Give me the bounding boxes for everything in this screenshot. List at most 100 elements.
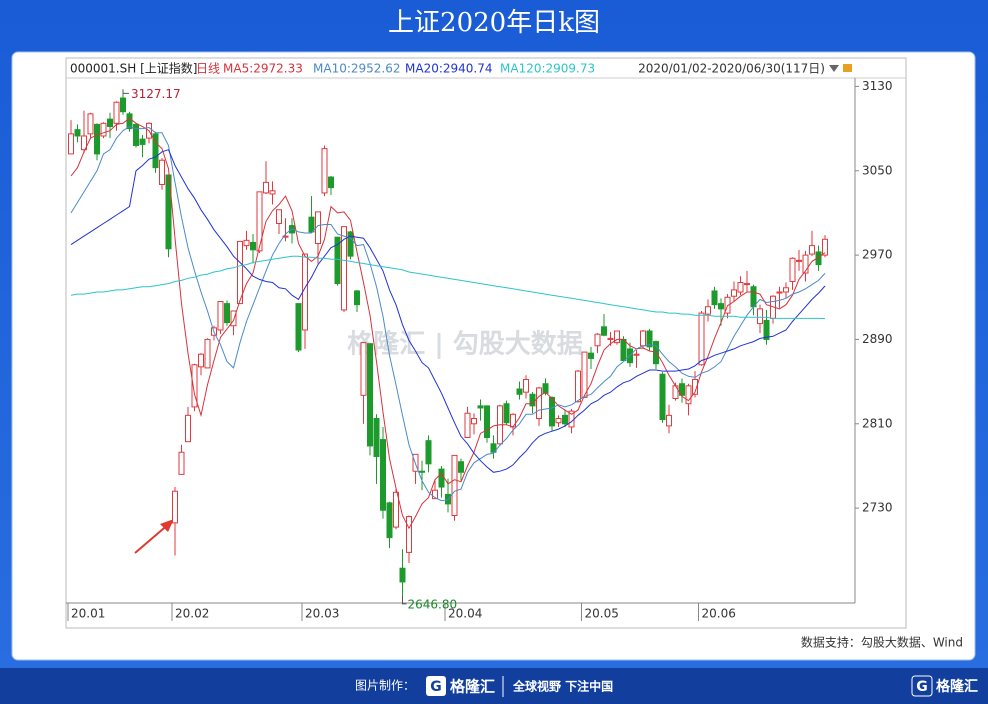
candle-body xyxy=(523,379,529,393)
candle-body xyxy=(419,470,425,473)
y-tick-label: 2970 xyxy=(862,248,893,262)
candle-body xyxy=(373,418,380,457)
candle-body xyxy=(802,254,809,274)
corner-brand: 格隆汇 xyxy=(936,678,978,695)
y-tick-label: 2730 xyxy=(862,501,893,515)
candle-body xyxy=(399,567,406,583)
candle-body xyxy=(133,123,139,146)
candle-body xyxy=(256,191,263,252)
candle-body xyxy=(263,181,269,194)
candle-body xyxy=(217,300,224,331)
legend-entry: MA20:2940.74 xyxy=(405,62,493,76)
candle-body xyxy=(451,454,458,516)
candle-body xyxy=(282,235,289,238)
y-tick-label: 2890 xyxy=(862,332,893,346)
candle-body xyxy=(360,342,367,396)
candle-body xyxy=(776,291,783,294)
candle-body xyxy=(250,241,256,251)
x-tick-label: 20.05 xyxy=(585,607,619,621)
candle-body xyxy=(477,405,484,409)
candle-body xyxy=(276,209,282,224)
candle-body xyxy=(354,290,360,306)
high-leader xyxy=(122,89,129,94)
candle-body xyxy=(549,396,555,427)
candle-body xyxy=(425,440,432,465)
candle-body xyxy=(464,412,471,438)
chart-title: 上证2020年日k图 xyxy=(388,8,600,38)
candle-body xyxy=(185,414,191,443)
candle-body xyxy=(822,238,828,256)
candle-body xyxy=(165,174,172,250)
candle-body xyxy=(159,159,165,185)
ma-line xyxy=(70,125,826,502)
candle-body xyxy=(295,303,302,351)
candle-body xyxy=(757,308,763,325)
candle-body xyxy=(718,303,724,310)
candle-body xyxy=(68,133,74,155)
candle-body xyxy=(640,330,646,347)
candle-body xyxy=(302,253,308,331)
candle-body xyxy=(74,129,81,137)
candle-body xyxy=(81,135,87,151)
candle-body xyxy=(763,319,770,340)
date-range: 2020/01/02-2020/06/30(117日) xyxy=(638,62,825,76)
candle-body xyxy=(659,373,666,421)
candle-body xyxy=(692,379,698,395)
ma-line xyxy=(70,149,826,473)
candle-body xyxy=(198,353,204,368)
candle-body xyxy=(555,418,562,424)
candle-body xyxy=(529,393,536,407)
candle-body xyxy=(542,383,549,394)
candle-body xyxy=(490,443,497,453)
candle-body xyxy=(94,123,100,155)
x-tick-label: 20.04 xyxy=(448,607,482,621)
symbol: 000001.SH [上证指数] xyxy=(70,61,197,76)
candle-body xyxy=(152,133,159,169)
candle-body xyxy=(731,289,737,297)
legend-entry: MA120:2909.73 xyxy=(500,62,595,76)
y-tick-label: 3050 xyxy=(862,163,893,177)
candle-body xyxy=(347,231,354,257)
candle-body xyxy=(601,326,607,336)
candle-body xyxy=(87,113,94,135)
candle-body xyxy=(620,338,627,362)
brand: 格隆汇 xyxy=(450,678,495,696)
source: 数据支持：勾股大数据、Wind xyxy=(801,635,963,650)
lock-icon xyxy=(843,64,852,72)
candle-body xyxy=(516,388,523,395)
candle-body xyxy=(796,259,802,262)
candle-body xyxy=(341,226,347,311)
candle-body xyxy=(666,414,672,427)
ma-line xyxy=(70,117,826,530)
candle-body xyxy=(432,489,438,500)
candle-body xyxy=(614,330,620,344)
candle-body xyxy=(308,216,315,233)
candle-body xyxy=(633,353,640,356)
y-tick-label: 2810 xyxy=(862,416,893,430)
low-leader xyxy=(402,595,407,605)
candle-body xyxy=(230,310,237,327)
candle-body xyxy=(588,352,594,359)
credit: 图片制作： xyxy=(355,679,415,693)
candle-body xyxy=(113,101,120,124)
candle-body xyxy=(107,118,113,127)
legend-entry: MA10:2952.62 xyxy=(313,62,401,76)
candle-body xyxy=(393,491,399,528)
watermark: 格隆汇 | 勾股大数据 xyxy=(347,329,583,360)
legend-entry: MA5:2972.33 xyxy=(223,62,303,76)
footer-band xyxy=(0,668,988,704)
candle-body xyxy=(711,290,718,306)
panel xyxy=(11,51,976,661)
candle-body xyxy=(789,257,796,282)
candle-body xyxy=(575,370,581,403)
logo-letter: G xyxy=(430,679,442,695)
candle-body xyxy=(705,306,711,315)
candle-body xyxy=(328,176,334,189)
candle-body xyxy=(406,516,412,553)
candle-body xyxy=(562,414,568,425)
slogan: 全球视野 下注中国 xyxy=(512,679,613,694)
candle-body xyxy=(120,97,126,113)
candle-body xyxy=(783,287,789,293)
candle-body xyxy=(679,383,685,396)
